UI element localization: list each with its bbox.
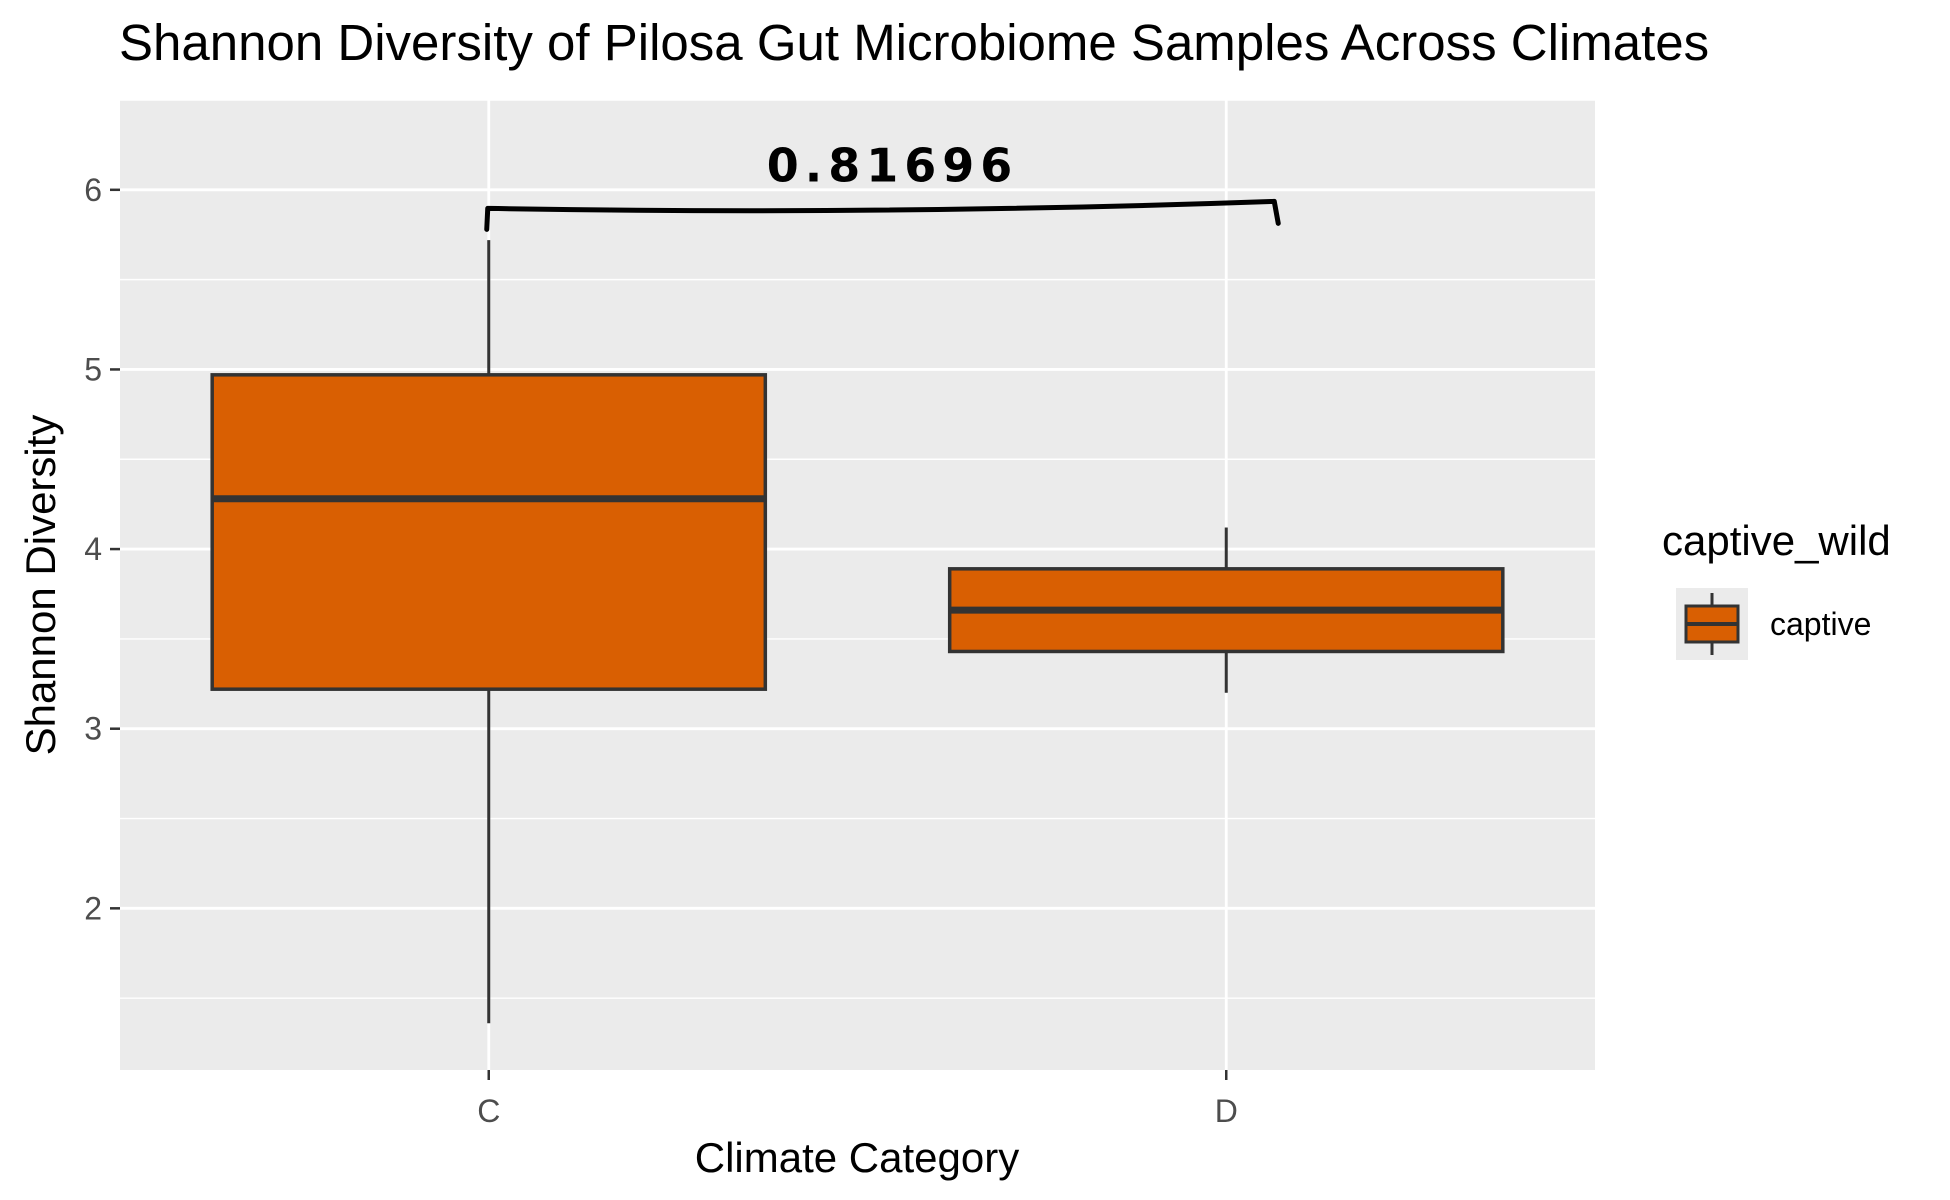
chart-title: Shannon Diversity of Pilosa Gut Microbio…	[119, 14, 1709, 71]
box-D	[947, 527, 1505, 693]
p-value-label: 0.81696	[767, 138, 1019, 192]
box-C	[210, 240, 768, 1024]
y-tick-label: 2	[84, 890, 102, 926]
x-axis-title: Climate Category	[695, 1134, 1019, 1181]
y-tick-label: 5	[84, 351, 102, 387]
legend-item-label: captive	[1770, 606, 1871, 642]
legend-items: captive	[1676, 588, 1871, 660]
y-axis: 2 3 4 5 6	[84, 172, 120, 926]
legend-title: captive_wild	[1662, 517, 1891, 564]
y-tick-label: 6	[84, 172, 102, 208]
legend: captive_wild captive	[1662, 517, 1891, 660]
y-axis-title: Shannon Diversity	[17, 415, 64, 756]
box-body	[210, 373, 768, 691]
x-tick-label: C	[477, 1093, 500, 1129]
y-tick-label: 3	[84, 711, 102, 747]
boxplot-layer	[210, 240, 1505, 1024]
legend-item: captive	[1676, 588, 1871, 660]
bracket-line	[484, 198, 1281, 232]
significance-bracket: 0.81696	[484, 138, 1281, 232]
y-tick-label: 4	[84, 531, 102, 567]
x-tick-label: D	[1215, 1093, 1238, 1129]
